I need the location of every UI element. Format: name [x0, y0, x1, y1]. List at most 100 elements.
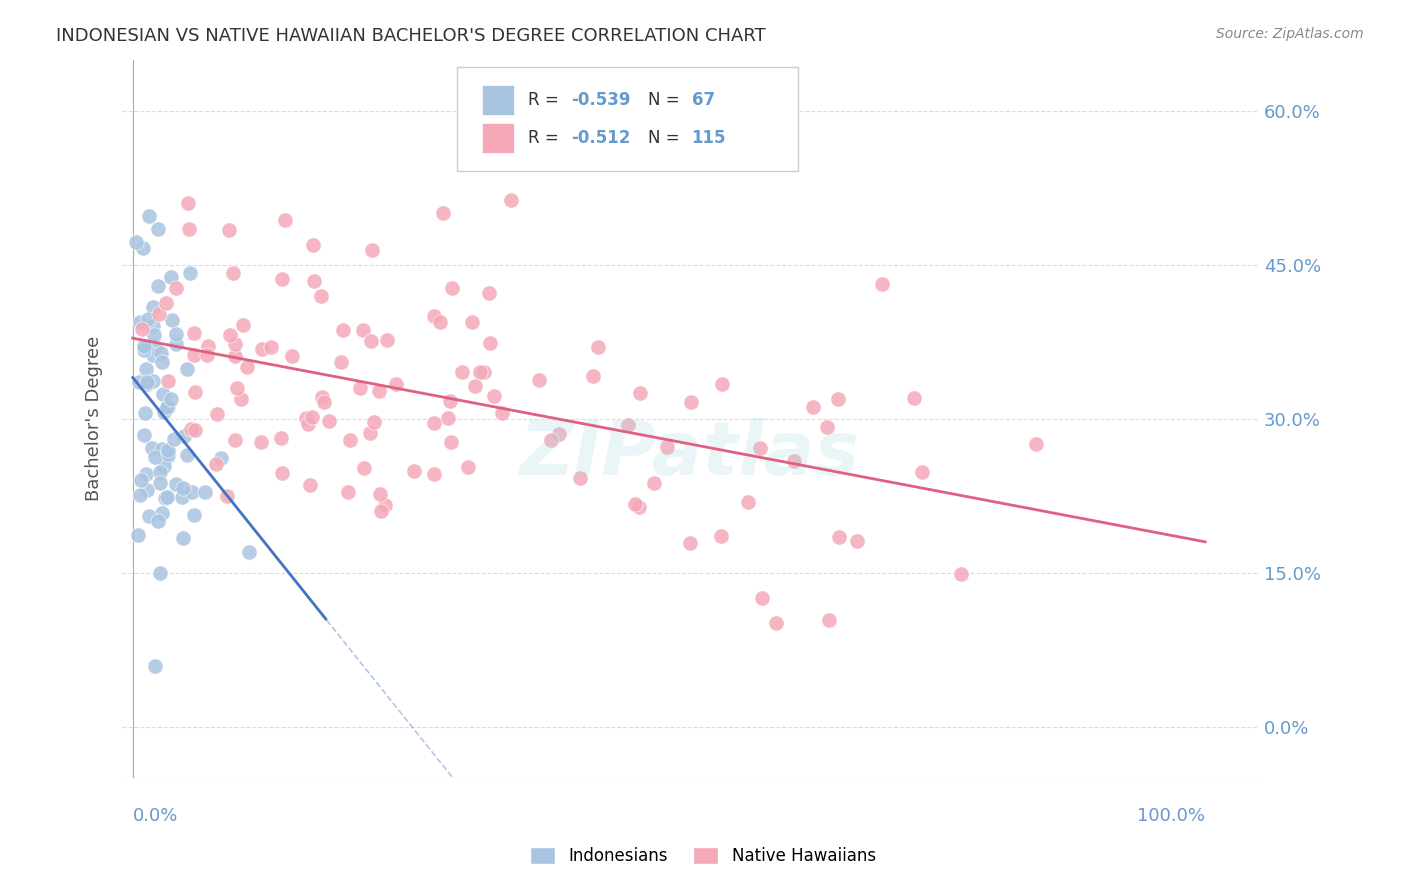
FancyBboxPatch shape	[457, 67, 799, 171]
Point	[461, 315, 484, 329]
Point	[215, 489, 238, 503]
Point	[429, 314, 451, 328]
Point	[765, 616, 787, 631]
Point	[260, 340, 283, 354]
Text: INDONESIAN VS NATIVE HAWAIIAN BACHELOR'S DEGREE CORRELATION CHART: INDONESIAN VS NATIVE HAWAIIAN BACHELOR'S…	[56, 27, 766, 45]
Point	[148, 222, 170, 236]
Point	[184, 385, 207, 400]
Point	[135, 467, 157, 482]
Point	[548, 427, 571, 442]
Point	[134, 406, 156, 420]
Point	[374, 498, 396, 512]
Point	[353, 460, 375, 475]
Point	[624, 498, 647, 512]
Point	[194, 484, 217, 499]
Point	[152, 387, 174, 401]
Point	[156, 374, 179, 388]
Point	[314, 395, 336, 409]
Point	[224, 433, 246, 447]
Point	[437, 411, 460, 425]
Point	[184, 423, 207, 437]
Point	[150, 354, 173, 368]
Point	[568, 471, 591, 485]
Point	[134, 339, 156, 353]
Point	[163, 433, 186, 447]
Point	[148, 307, 170, 321]
Point	[911, 465, 934, 479]
Point	[423, 417, 446, 431]
Text: 115: 115	[692, 129, 725, 147]
Point	[160, 270, 183, 285]
Point	[224, 336, 246, 351]
Point	[222, 266, 245, 280]
Point	[330, 355, 353, 369]
Point	[870, 277, 893, 292]
Point	[751, 591, 773, 605]
Point	[360, 244, 382, 258]
Point	[297, 417, 319, 431]
Point	[129, 315, 152, 329]
Point	[232, 318, 254, 332]
Point	[828, 530, 851, 544]
Point	[478, 285, 501, 300]
Point	[131, 321, 153, 335]
Point	[439, 434, 461, 449]
Point	[1025, 436, 1047, 450]
Point	[457, 459, 479, 474]
FancyBboxPatch shape	[482, 123, 515, 153]
Point	[165, 337, 187, 351]
Point	[710, 529, 733, 543]
Point	[367, 384, 389, 399]
Point	[491, 406, 513, 420]
Point	[218, 222, 240, 236]
Point	[295, 410, 318, 425]
Point	[180, 422, 202, 436]
Point	[127, 528, 149, 542]
Point	[165, 327, 187, 342]
Text: R =: R =	[527, 129, 564, 147]
Point	[165, 281, 187, 295]
Point	[134, 428, 156, 442]
Point	[630, 385, 652, 400]
Point	[818, 613, 841, 627]
Point	[132, 343, 155, 358]
Point	[218, 328, 240, 343]
Point	[950, 567, 973, 582]
Point	[224, 349, 246, 363]
Point	[209, 450, 232, 465]
Text: N =: N =	[648, 91, 685, 109]
Point	[181, 484, 204, 499]
Point	[748, 441, 770, 455]
Point	[183, 508, 205, 522]
Point	[146, 514, 169, 528]
Point	[183, 348, 205, 362]
Point	[299, 478, 322, 492]
Point	[274, 213, 297, 227]
Point	[156, 490, 179, 504]
Point	[301, 409, 323, 424]
Point	[125, 235, 148, 250]
Point	[157, 442, 180, 457]
Point	[138, 311, 160, 326]
Point	[156, 447, 179, 461]
FancyBboxPatch shape	[482, 85, 515, 115]
Point	[309, 288, 332, 302]
Point	[336, 485, 359, 500]
Point	[156, 400, 179, 414]
Point	[141, 442, 163, 456]
Point	[478, 336, 501, 351]
Point	[150, 506, 173, 520]
Point	[499, 193, 522, 207]
Point	[339, 434, 361, 448]
Point	[582, 369, 605, 384]
Point	[710, 376, 733, 391]
Point	[172, 481, 194, 495]
Point	[423, 467, 446, 481]
Point	[153, 458, 176, 473]
Point	[903, 391, 925, 405]
Text: 67: 67	[692, 91, 714, 109]
Point	[177, 196, 200, 211]
Point	[197, 339, 219, 353]
Point	[142, 300, 165, 314]
Point	[135, 362, 157, 376]
